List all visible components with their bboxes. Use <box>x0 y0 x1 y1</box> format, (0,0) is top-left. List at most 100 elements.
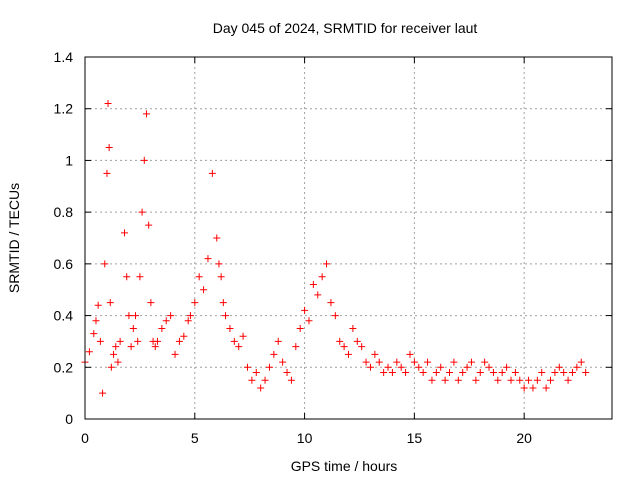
data-point <box>318 273 326 281</box>
data-point <box>226 325 234 332</box>
data-point <box>114 358 122 366</box>
data-point <box>560 368 568 376</box>
y-tick-label: 0 <box>65 411 73 427</box>
data-points <box>81 100 590 397</box>
data-point <box>153 337 161 345</box>
data-point <box>99 389 107 397</box>
data-point <box>167 312 175 320</box>
data-point <box>503 363 511 371</box>
data-point <box>191 299 199 307</box>
data-point <box>158 325 166 332</box>
y-tick-label: 1.2 <box>54 101 74 117</box>
data-point <box>175 337 183 345</box>
x-tick-label: 10 <box>297 430 313 446</box>
data-point <box>362 358 370 366</box>
data-point <box>582 368 590 376</box>
data-point <box>424 358 432 366</box>
data-point <box>145 221 153 229</box>
data-point <box>454 376 462 384</box>
data-point <box>555 363 563 371</box>
data-point <box>511 368 519 376</box>
data-point <box>283 368 291 376</box>
data-point <box>428 376 436 384</box>
data-point <box>123 273 131 281</box>
data-point <box>538 368 546 376</box>
data-point <box>180 332 188 340</box>
data-point <box>415 363 423 371</box>
data-point <box>301 306 309 314</box>
data-point <box>230 337 238 345</box>
data-point <box>106 299 114 307</box>
y-tick-label: 0.6 <box>54 256 74 272</box>
data-point <box>200 286 208 294</box>
data-point <box>388 368 396 376</box>
data-point <box>239 332 247 340</box>
x-tick-label: 5 <box>191 430 199 446</box>
data-point <box>345 350 352 358</box>
data-point <box>265 363 273 371</box>
data-point <box>274 337 282 345</box>
data-point <box>459 368 467 376</box>
data-point <box>215 260 223 268</box>
data-point <box>270 350 278 358</box>
data-point <box>213 234 221 242</box>
data-point <box>252 368 260 376</box>
data-point <box>134 337 142 345</box>
data-point <box>437 363 445 371</box>
data-point <box>101 260 109 268</box>
y-axis-label: SRMTID / TECUs <box>6 183 22 293</box>
data-point <box>472 376 480 384</box>
data-point <box>577 358 585 366</box>
data-point <box>380 368 388 376</box>
data-point <box>136 273 144 281</box>
data-point <box>287 376 295 384</box>
plot-frame <box>84 56 613 420</box>
data-point <box>327 299 335 307</box>
data-point <box>564 376 572 384</box>
data-point <box>410 358 418 366</box>
data-point <box>309 281 317 289</box>
x-tick-label: 0 <box>81 430 89 446</box>
data-point <box>305 317 313 325</box>
data-point <box>222 312 230 320</box>
data-point <box>125 312 133 320</box>
axis-ticks: 0 0.2 0.4 0.6 0.8 1 1.2 1.4 0 5 10 15 20 <box>54 49 612 446</box>
data-point <box>132 312 140 320</box>
data-point <box>162 317 170 325</box>
data-point <box>432 368 440 376</box>
data-point <box>419 368 427 376</box>
data-point <box>393 358 401 366</box>
data-point <box>353 337 361 345</box>
data-point <box>481 358 489 366</box>
data-point <box>573 363 581 371</box>
data-point <box>476 368 484 376</box>
data-point <box>204 255 212 263</box>
data-point <box>516 376 524 384</box>
data-point <box>366 363 374 371</box>
data-point <box>129 325 137 332</box>
data-point <box>105 144 113 151</box>
data-point <box>375 358 383 366</box>
y-tick-label: 0.8 <box>54 204 74 220</box>
data-point <box>397 363 405 371</box>
data-point <box>441 376 449 384</box>
data-point <box>127 343 135 351</box>
x-axis-label: GPS time / hours <box>291 458 398 474</box>
data-point <box>450 358 458 366</box>
data-point <box>94 301 102 309</box>
data-point <box>103 169 111 177</box>
data-point <box>525 376 533 384</box>
data-point <box>195 273 203 281</box>
data-point <box>384 363 392 371</box>
data-point <box>110 350 118 358</box>
data-point <box>112 343 120 351</box>
data-point <box>121 229 129 237</box>
data-point <box>243 363 251 371</box>
data-point <box>248 376 256 384</box>
data-point <box>96 337 104 345</box>
x-tick-label: 20 <box>516 430 532 446</box>
data-point <box>498 368 506 376</box>
data-point <box>336 337 344 345</box>
data-point <box>331 312 339 320</box>
